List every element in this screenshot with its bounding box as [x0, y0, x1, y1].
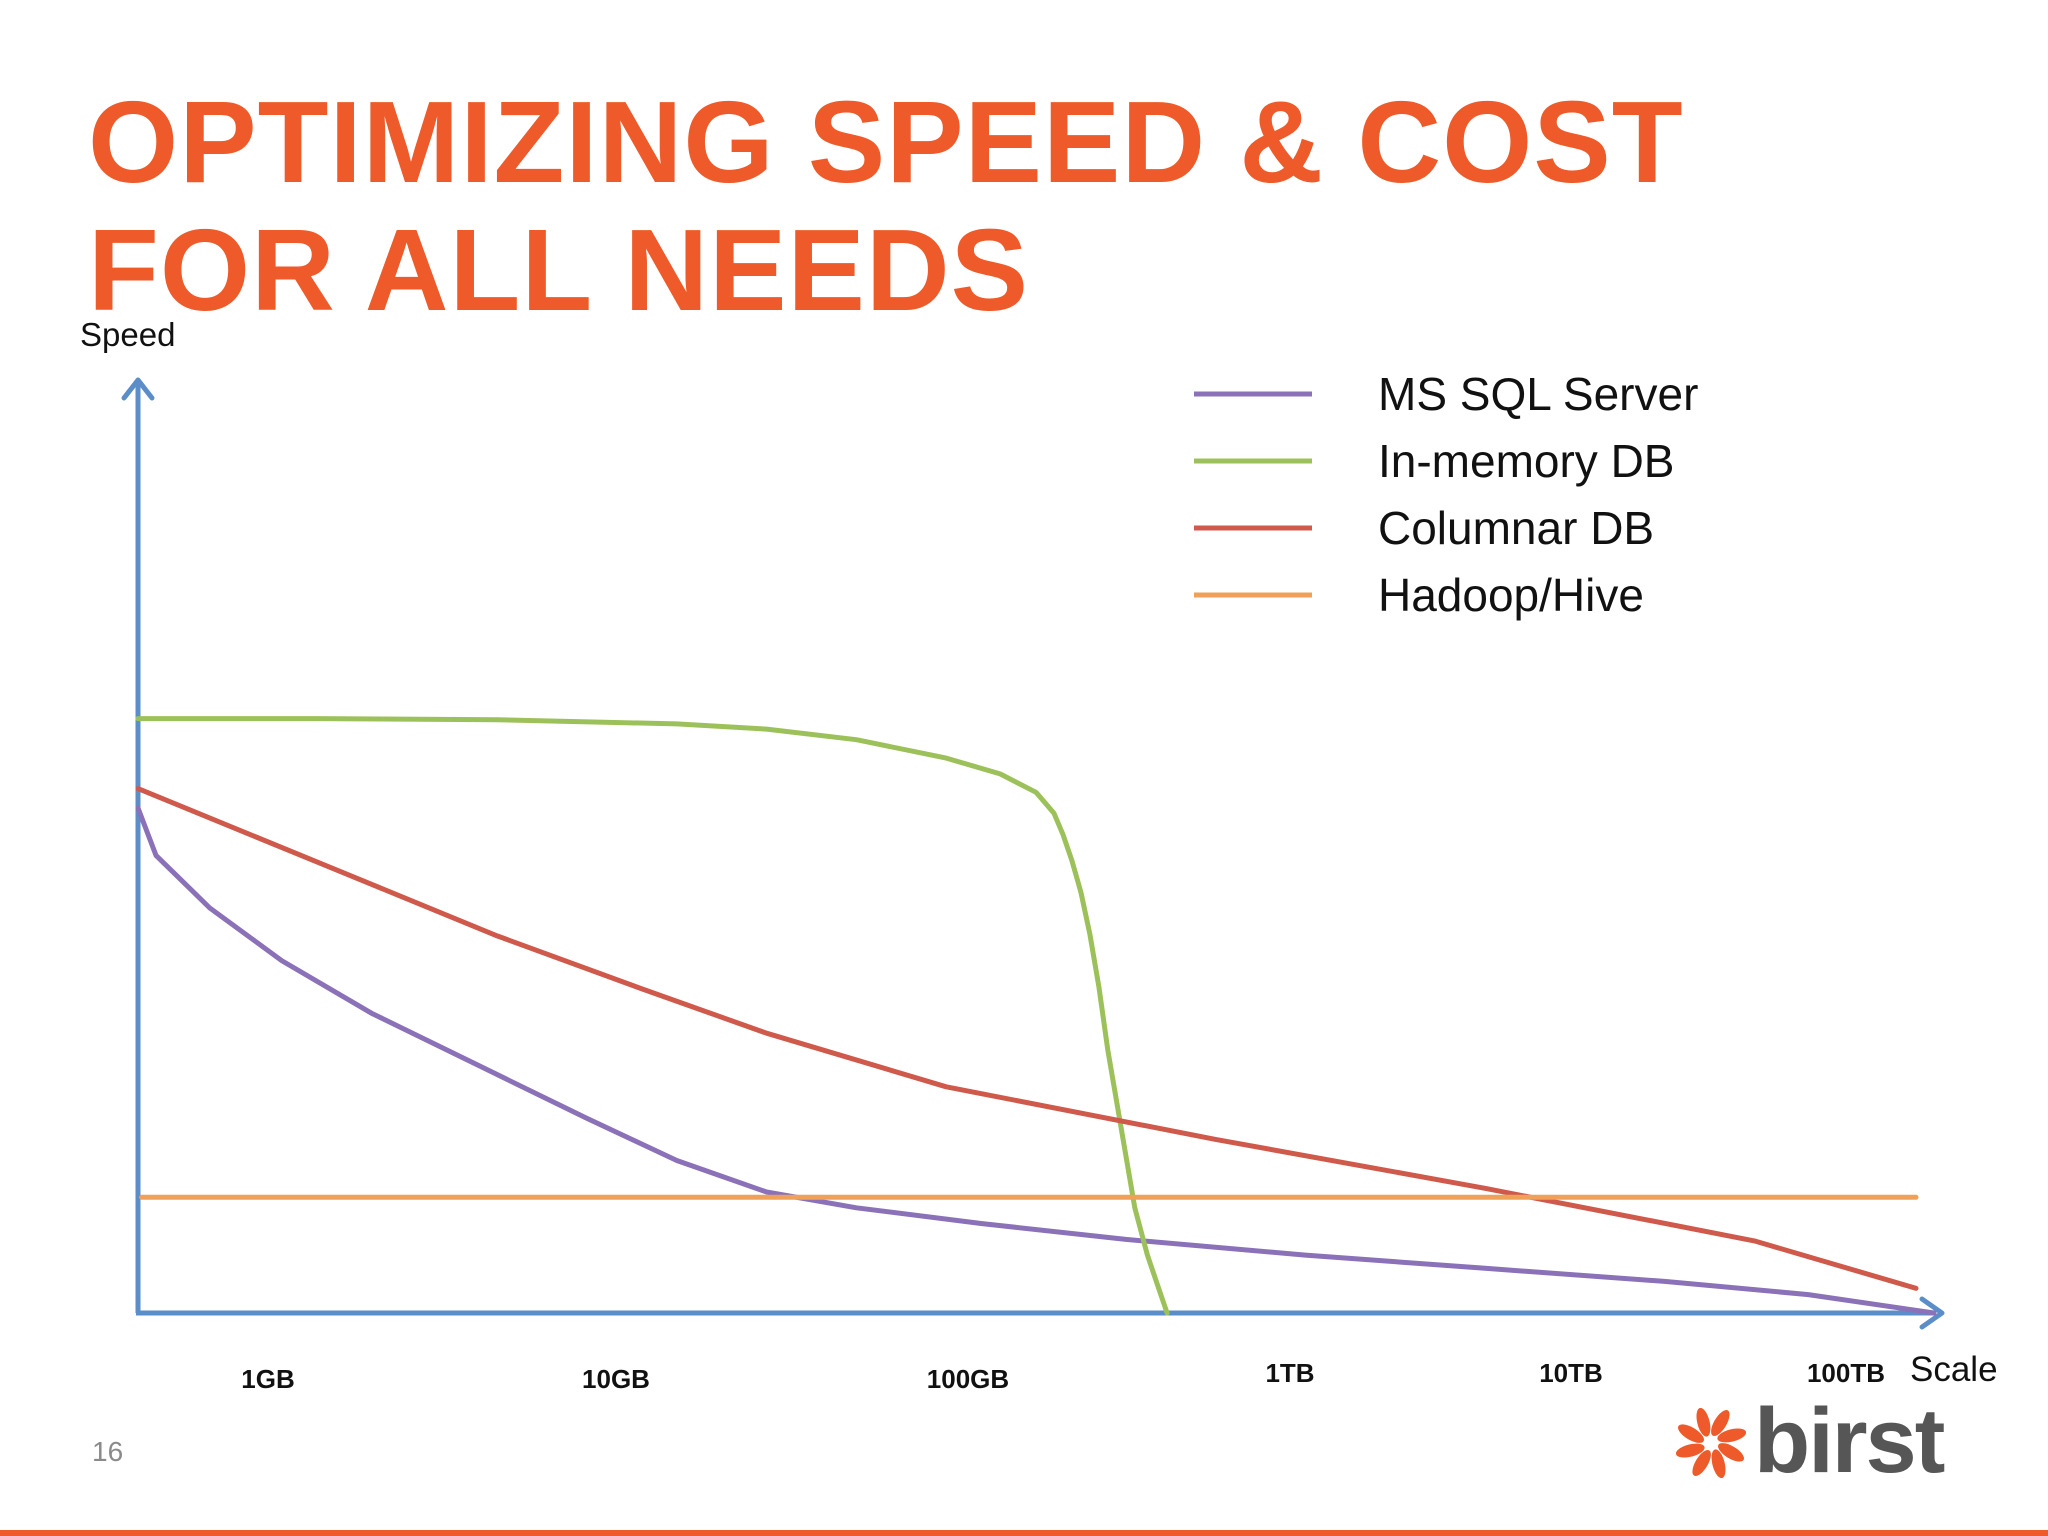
y-axis-label: Speed: [80, 316, 175, 353]
x-axis-label: Scale: [1910, 1350, 1998, 1389]
logo-petal: [1711, 1410, 1730, 1436]
slide-title-line-1: OPTIMIZING SPEED & COST: [88, 77, 1684, 207]
logo-petal: [1717, 1428, 1746, 1443]
x-tick-label-1tb: 1TB: [1265, 1358, 1314, 1388]
logo-petal: [1676, 1443, 1705, 1458]
logo-petal: [1696, 1408, 1711, 1437]
x-tick-label-10tb: 10TB: [1539, 1358, 1603, 1388]
page-number: 16: [92, 1436, 124, 1467]
series-line-ms-sql-server: [135, 805, 1937, 1316]
legend-label-hadoop-hive: Hadoop/Hive: [1378, 569, 1644, 621]
x-tick-label-10gb: 10GB: [582, 1364, 650, 1394]
series-lines: [135, 716, 1937, 1316]
x-axis-arrowhead: [1919, 1296, 1945, 1330]
x-tick-label-100tb: 100TB: [1807, 1358, 1885, 1388]
logo-petal: [1678, 1424, 1704, 1443]
chart-axes: [121, 377, 1945, 1330]
x-tick-label-1gb: 1GB: [241, 1364, 294, 1394]
slide-title: OPTIMIZING SPEED & COST FOR ALL NEEDS: [88, 78, 1684, 334]
bottom-rule: [0, 1530, 2048, 1536]
birst-swirl-icon: [1676, 1408, 1746, 1478]
y-axis-arrowhead: [121, 377, 155, 401]
legend-label-columnar-db: Columnar DB: [1378, 502, 1654, 554]
legend-label-ms-sql-server: MS SQL Server: [1378, 368, 1698, 420]
legend-label-in-memory-db: In-memory DB: [1378, 435, 1674, 487]
series-line-in-memory-db: [135, 716, 1170, 1316]
logo-petal: [1718, 1443, 1744, 1462]
x-tick-labels: 1GB 10GB 100GB 1TB 10TB 100TB: [241, 1358, 1885, 1394]
logo-petal: [1692, 1450, 1711, 1476]
x-tick-label-100gb: 100GB: [927, 1364, 1009, 1394]
birst-logo: birst: [1676, 1390, 1966, 1492]
slide-title-line-2: FOR ALL NEEDS: [88, 205, 1030, 335]
chart-legend: MS SQL Server In-memory DB Columnar DB Hado…: [1194, 368, 1698, 621]
logo-text: birst: [1754, 1390, 1945, 1492]
series-line-columnar-db: [135, 786, 1919, 1291]
logo-petal: [1711, 1449, 1726, 1478]
